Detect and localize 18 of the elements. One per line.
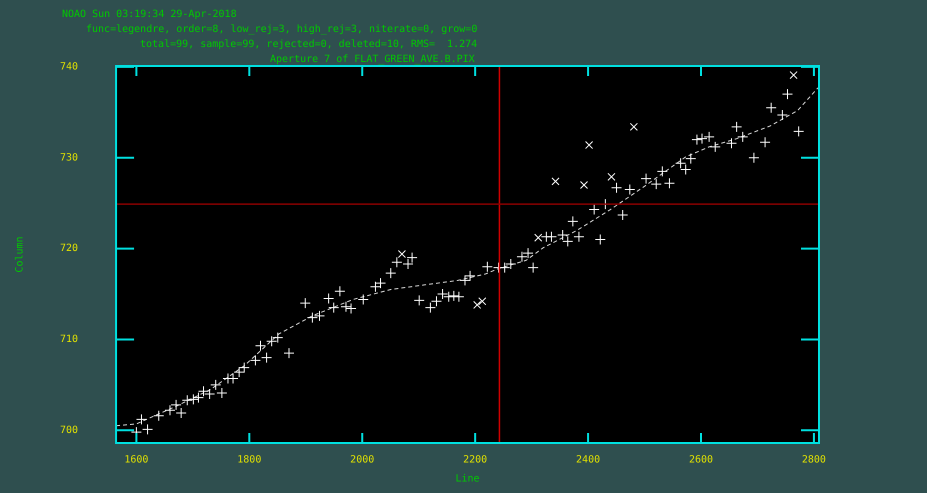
chart-subtitle: Aperture 7 of FLAT_GREEN_AVE.B.PIX <box>270 54 475 65</box>
y-tick-label: 720 <box>60 243 78 254</box>
x-tick-label: 1600 <box>124 454 148 466</box>
x-tick-label: 1800 <box>237 454 262 466</box>
y-tick-label: 710 <box>60 334 78 346</box>
y-axis-title: Column <box>14 236 26 273</box>
x-tick-label: 2000 <box>350 454 374 466</box>
chart-title: NOAO Sun 03:19:34 29-Apr-2018 <box>62 9 237 20</box>
text: func=legendre, order=8, low_rej=3, high_rej=3, niterate=0, grow=0 <box>86 24 478 35</box>
text: total=99, sample=99, rejected=0, deleted=10, RMS= 1.274 <box>140 39 478 50</box>
y-tick-label: 700 <box>60 424 78 436</box>
x-tick-label: 2800 <box>802 454 826 466</box>
y-tick-label: 730 <box>60 152 78 164</box>
x-tick-label: 2600 <box>688 454 714 466</box>
x-axis-title: Line <box>455 474 480 485</box>
x-tick-label: 2200 <box>463 454 488 466</box>
x-tick-label: 2400 <box>576 454 600 466</box>
y-tick-label: 740 <box>60 62 78 72</box>
